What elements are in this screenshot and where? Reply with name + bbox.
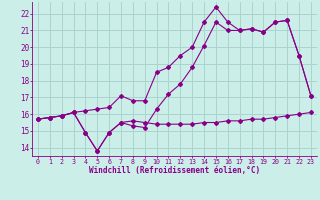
X-axis label: Windchill (Refroidissement éolien,°C): Windchill (Refroidissement éolien,°C) <box>89 166 260 175</box>
